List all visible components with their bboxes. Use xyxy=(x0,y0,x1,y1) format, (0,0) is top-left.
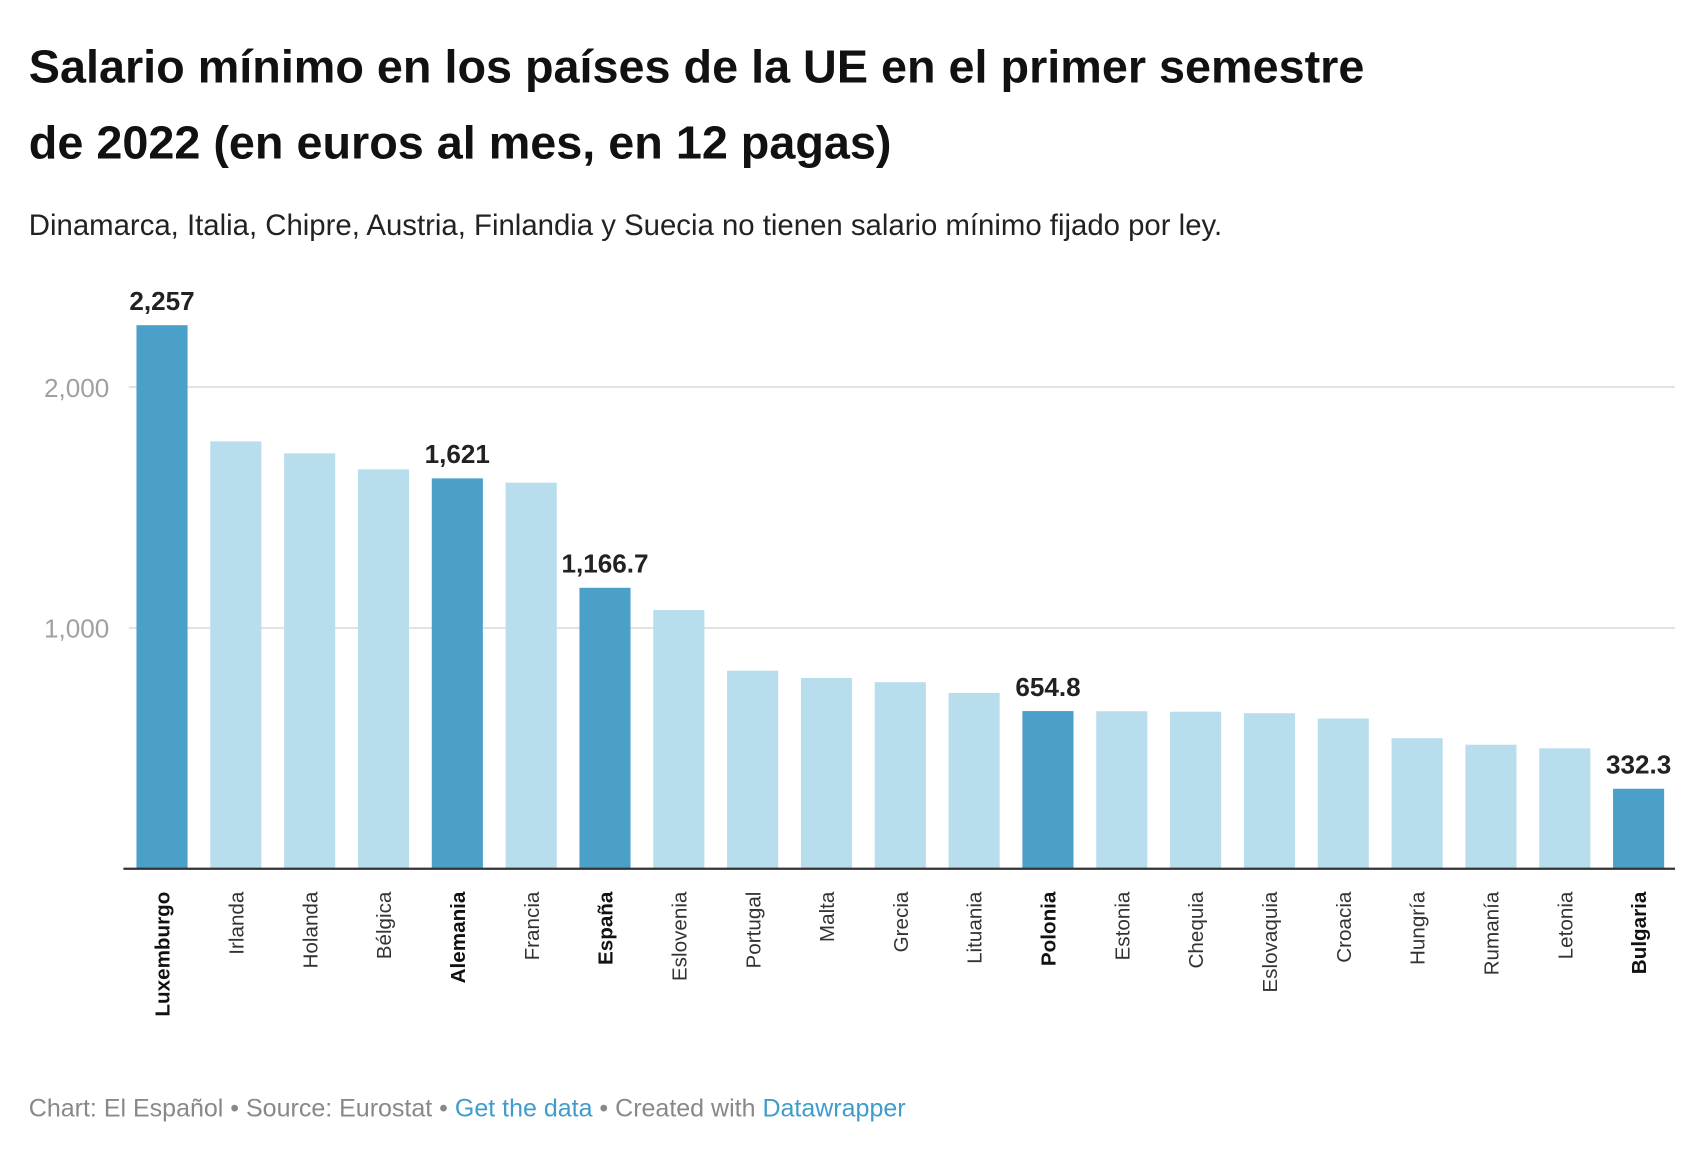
bar-hungría xyxy=(1391,738,1443,869)
x-tick-label: Eslovenia xyxy=(668,891,691,981)
bar-luxemburgo xyxy=(136,325,188,869)
x-tick-label: Irlanda xyxy=(225,891,248,955)
x-tick-label: Malta xyxy=(816,891,839,942)
footer-created: Created with xyxy=(615,1095,762,1123)
bar-portugal xyxy=(727,670,779,869)
separator: • xyxy=(223,1095,246,1123)
data-label: 1,166.7 xyxy=(561,549,648,579)
x-tick-label: Portugal xyxy=(742,892,765,969)
x-tick-label: Grecia xyxy=(890,891,913,952)
get-the-data-link[interactable]: Get the data xyxy=(455,1095,593,1123)
x-tick-label: Luxemburgo xyxy=(152,892,175,1017)
x-tick-label: Rumanía xyxy=(1481,891,1504,975)
bar-letonia xyxy=(1539,748,1591,869)
bar-irlanda xyxy=(210,441,262,869)
x-tick-label: Hungría xyxy=(1407,891,1430,965)
x-tick-label: Croacia xyxy=(1333,891,1356,963)
footer: Chart: El Español • Source: Eurostat • G… xyxy=(29,1095,906,1123)
x-tick-label: Holanda xyxy=(299,891,322,968)
bar-eslovenia xyxy=(653,610,705,869)
x-tick-label: España xyxy=(595,891,618,965)
footer-credit: Chart: El Español xyxy=(29,1095,224,1123)
bar-croacia xyxy=(1317,718,1369,869)
x-tick-label: Bulgaria xyxy=(1628,891,1651,974)
data-label: 332.3 xyxy=(1606,750,1671,780)
x-tick-label: Letonia xyxy=(1554,891,1577,959)
bar-holanda xyxy=(284,453,336,869)
data-label: 2,257 xyxy=(129,286,194,316)
bar-francia xyxy=(505,482,557,869)
bar-alemania xyxy=(431,478,483,869)
x-tick-label: Lituania xyxy=(964,891,987,964)
data-label: 654.8 xyxy=(1015,672,1080,702)
bar-grecia xyxy=(874,682,926,869)
data-label: 1,621 xyxy=(425,439,490,469)
bar-españa xyxy=(579,587,631,869)
x-tick-label: Francia xyxy=(521,891,544,960)
separator: • xyxy=(592,1095,615,1123)
bar-rumanía xyxy=(1465,744,1517,869)
chart-title-line-1: Salario mínimo en los países de la UE en… xyxy=(29,41,1365,93)
x-tick-label: Alemania xyxy=(447,891,470,983)
datawrapper-link[interactable]: Datawrapper xyxy=(762,1095,905,1123)
bar-lituania xyxy=(948,692,1000,869)
plot-area: 1,000 2,000 Luxemburgo 2,257 Irlanda Holanda B… xyxy=(44,283,1676,1017)
footer-source: Source: Eurostat xyxy=(246,1095,432,1123)
bar-bulgaria xyxy=(1613,788,1665,869)
x-tick-label: Polonia xyxy=(1038,891,1061,966)
chart-subtitle: Dinamarca, Italia, Chipre, Austria, Finl… xyxy=(29,209,1222,242)
x-tick-label: Bélgica xyxy=(373,891,396,959)
bar-eslovaquia xyxy=(1243,713,1295,869)
bar-polonia xyxy=(1022,711,1074,869)
x-tick-label: Eslovaquia xyxy=(1259,891,1282,992)
y-tick-label: 2,000 xyxy=(44,373,109,403)
bar-estonia xyxy=(1096,711,1148,869)
y-tick-label: 1,000 xyxy=(44,614,109,644)
bar-malta xyxy=(800,677,853,869)
bar-bélgica xyxy=(357,469,410,869)
chart-title-line-2: de 2022 (en euros al mes, en 12 pagas) xyxy=(29,117,892,169)
separator: • xyxy=(432,1095,455,1123)
x-tick-label: Chequia xyxy=(1185,891,1208,968)
bar-chequia xyxy=(1170,711,1222,869)
x-tick-label: Estonia xyxy=(1111,891,1134,960)
